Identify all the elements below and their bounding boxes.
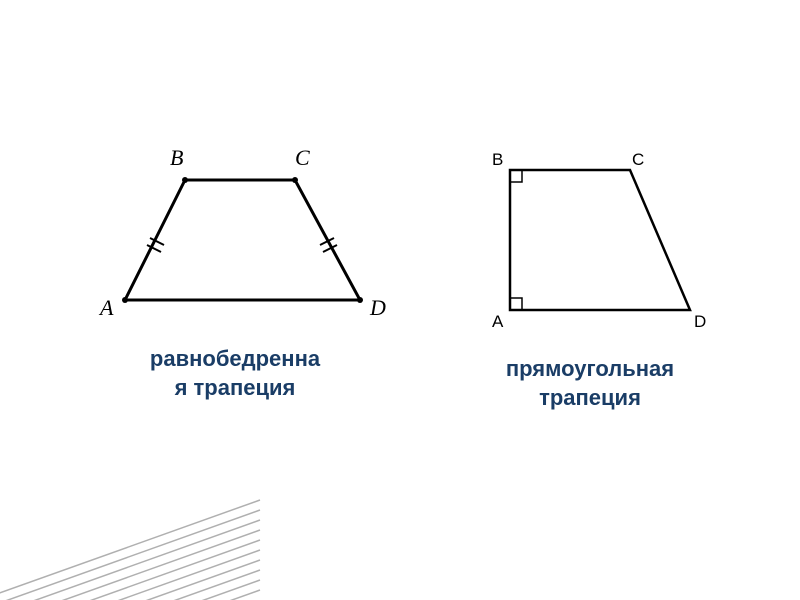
figures-container: A B C D равнобедренна я трапеция A B C D xyxy=(0,0,800,412)
vertex-b: B xyxy=(170,145,183,171)
vertex-d: D xyxy=(370,295,386,321)
isosceles-diagram: A B C D xyxy=(70,130,400,340)
right-trapezoid-figure: A B C D прямоугольная трапеция xyxy=(450,130,730,412)
decorative-svg xyxy=(0,480,280,600)
right-caption: прямоугольная трапеция xyxy=(506,355,674,412)
caption-line: трапеция xyxy=(506,384,674,413)
decorative-lines xyxy=(0,480,280,600)
caption-line: прямоугольная xyxy=(506,355,674,384)
isosceles-trapezoid-figure: A B C D равнобедренна я трапеция xyxy=(70,130,400,402)
vertex-c: C xyxy=(295,145,310,171)
caption-line: я трапеция xyxy=(150,374,320,403)
right-diagram: A B C D xyxy=(450,130,730,350)
vertex-a: A xyxy=(100,295,113,321)
vertex-d: D xyxy=(694,312,706,332)
vertex-c: C xyxy=(632,150,644,170)
vertex-a: A xyxy=(492,312,503,332)
vertex-b: B xyxy=(492,150,503,170)
isosceles-caption: равнобедренна я трапеция xyxy=(150,345,320,402)
isosceles-svg xyxy=(70,130,400,340)
caption-line: равнобедренна xyxy=(150,345,320,374)
